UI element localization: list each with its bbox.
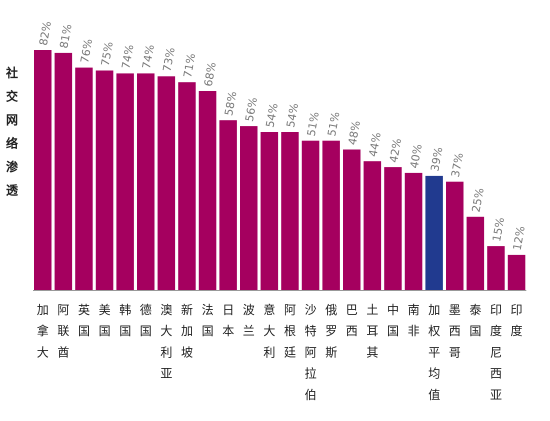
category-label-17: 中国 [387, 302, 399, 338]
category-label-10: 波兰 [243, 303, 255, 338]
value-label-14: 51% [325, 111, 342, 137]
value-label-21: 25% [470, 187, 487, 213]
category-label-15: 巴西 [346, 303, 358, 338]
value-label-0: 82% [37, 20, 54, 46]
bar-10 [240, 126, 258, 290]
bar-4 [116, 73, 134, 291]
bar-12 [281, 132, 299, 290]
bar-21 [466, 216, 485, 290]
value-label-9: 58% [222, 90, 239, 116]
bar-13 [301, 140, 320, 290]
value-label-12: 54% [284, 102, 301, 128]
category-label-8: 法国 [202, 303, 214, 338]
value-label-3: 75% [99, 41, 116, 67]
bar-11 [260, 132, 279, 290]
value-label-11: 54% [264, 102, 281, 128]
category-label-23: 印度 [510, 303, 522, 338]
value-label-8: 68% [202, 61, 219, 87]
value-label-13: 51% [305, 111, 322, 137]
bar-16 [363, 161, 382, 290]
bar-15 [343, 149, 361, 290]
value-label-15: 48% [346, 120, 363, 146]
bar-18 [404, 172, 423, 290]
category-label-7: 新加坡 [181, 302, 193, 359]
bars [34, 50, 526, 291]
category-label-4: 韩国 [119, 302, 131, 338]
bar-6 [157, 76, 176, 290]
value-label-20: 37% [449, 152, 466, 178]
category-label-19: 加权平均值 [428, 303, 440, 402]
value-label-1: 81% [57, 23, 74, 49]
bar-19 [425, 175, 443, 290]
bar-8 [198, 91, 217, 290]
bar-5 [137, 73, 155, 291]
bar-23 [507, 254, 526, 290]
category-label-11: 意大利 [263, 302, 275, 359]
value-label-5: 74% [140, 44, 157, 70]
value-label-10: 56% [243, 96, 260, 122]
category-label-16: 土耳其 [366, 303, 378, 359]
bar-7 [178, 82, 196, 290]
y-axis-title: 社交网络渗透 [5, 65, 19, 198]
value-label-23: 12% [511, 225, 528, 251]
category-label-9: 日本 [222, 303, 234, 338]
category-labels: 加拿大阿联酋英国美国韩国德国澳大利亚新加坡法国日本波兰意大利阿根廷沙特阿拉伯俄罗… [37, 302, 523, 402]
bar-14 [322, 140, 340, 290]
bar-2 [75, 67, 93, 290]
category-label-18: 南非 [408, 302, 420, 338]
bar-3 [95, 70, 114, 290]
category-label-5: 德国 [140, 302, 152, 338]
bar-17 [384, 167, 402, 290]
category-label-2: 英国 [78, 303, 90, 338]
bar-1 [54, 52, 73, 291]
category-label-21: 泰国 [469, 303, 481, 338]
value-label-18: 40% [408, 143, 425, 169]
category-label-22: 印度尼西亚 [490, 303, 502, 402]
bar-9 [219, 120, 237, 290]
value-label-19: 39% [428, 146, 445, 172]
category-label-14: 俄罗斯 [325, 303, 337, 359]
value-label-6: 73% [161, 46, 178, 72]
value-label-2: 76% [78, 38, 95, 64]
bar-20 [446, 181, 464, 290]
bar-22 [487, 246, 505, 290]
bar-0 [34, 50, 52, 290]
category-label-1: 阿联酋 [57, 303, 69, 359]
y-axis-label: 社交网络渗透 [5, 65, 19, 198]
category-label-13: 沙特阿拉伯 [305, 303, 317, 402]
category-label-0: 加拿大 [37, 303, 49, 359]
value-label-4: 74% [119, 44, 136, 70]
value-label-16: 44% [367, 131, 384, 157]
category-label-3: 美国 [99, 303, 111, 338]
category-label-12: 阿根廷 [284, 303, 296, 359]
category-label-6: 澳大利亚 [160, 303, 172, 381]
value-label-17: 42% [387, 137, 404, 163]
value-label-7: 71% [181, 52, 198, 78]
category-label-20: 墨西哥 [449, 303, 461, 359]
value-label-22: 15% [490, 216, 507, 242]
value-labels: 82% 81%76% 75% 74% 74% 73% 71% 68%58% 56% 54% 54% 5… [37, 20, 528, 251]
